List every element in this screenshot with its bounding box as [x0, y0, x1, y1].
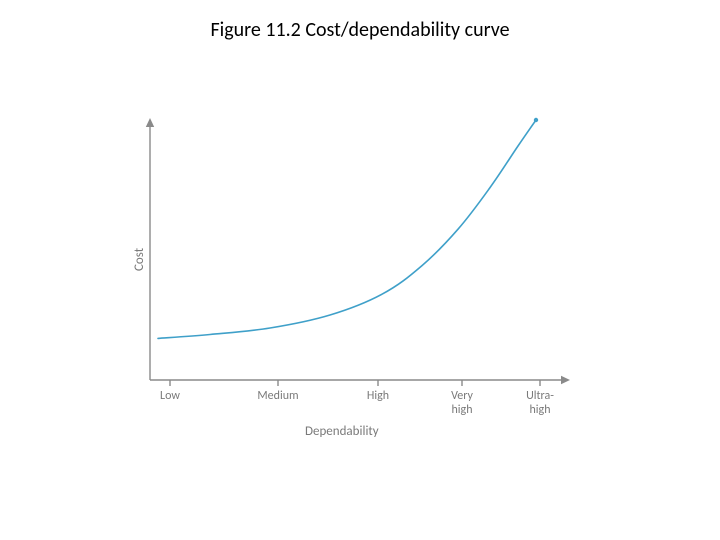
- figure-title: Figure 11.2 Cost/dependability curve: [0, 18, 720, 42]
- x-tick-label: Medium: [248, 390, 308, 404]
- x-tick-label: Ultra-high: [510, 390, 570, 418]
- y-axis-label: Cost: [132, 248, 147, 271]
- x-axis-label: Dependability: [305, 424, 379, 439]
- x-tick-label: High: [348, 390, 408, 404]
- chart-area: Cost Dependability Low Medium High Veryhigh…: [120, 110, 580, 470]
- page: Figure 11.2 Cost/dependability curve Cos…: [0, 0, 720, 540]
- x-tick-label: Low: [140, 390, 200, 404]
- x-tick-label: Veryhigh: [432, 390, 492, 418]
